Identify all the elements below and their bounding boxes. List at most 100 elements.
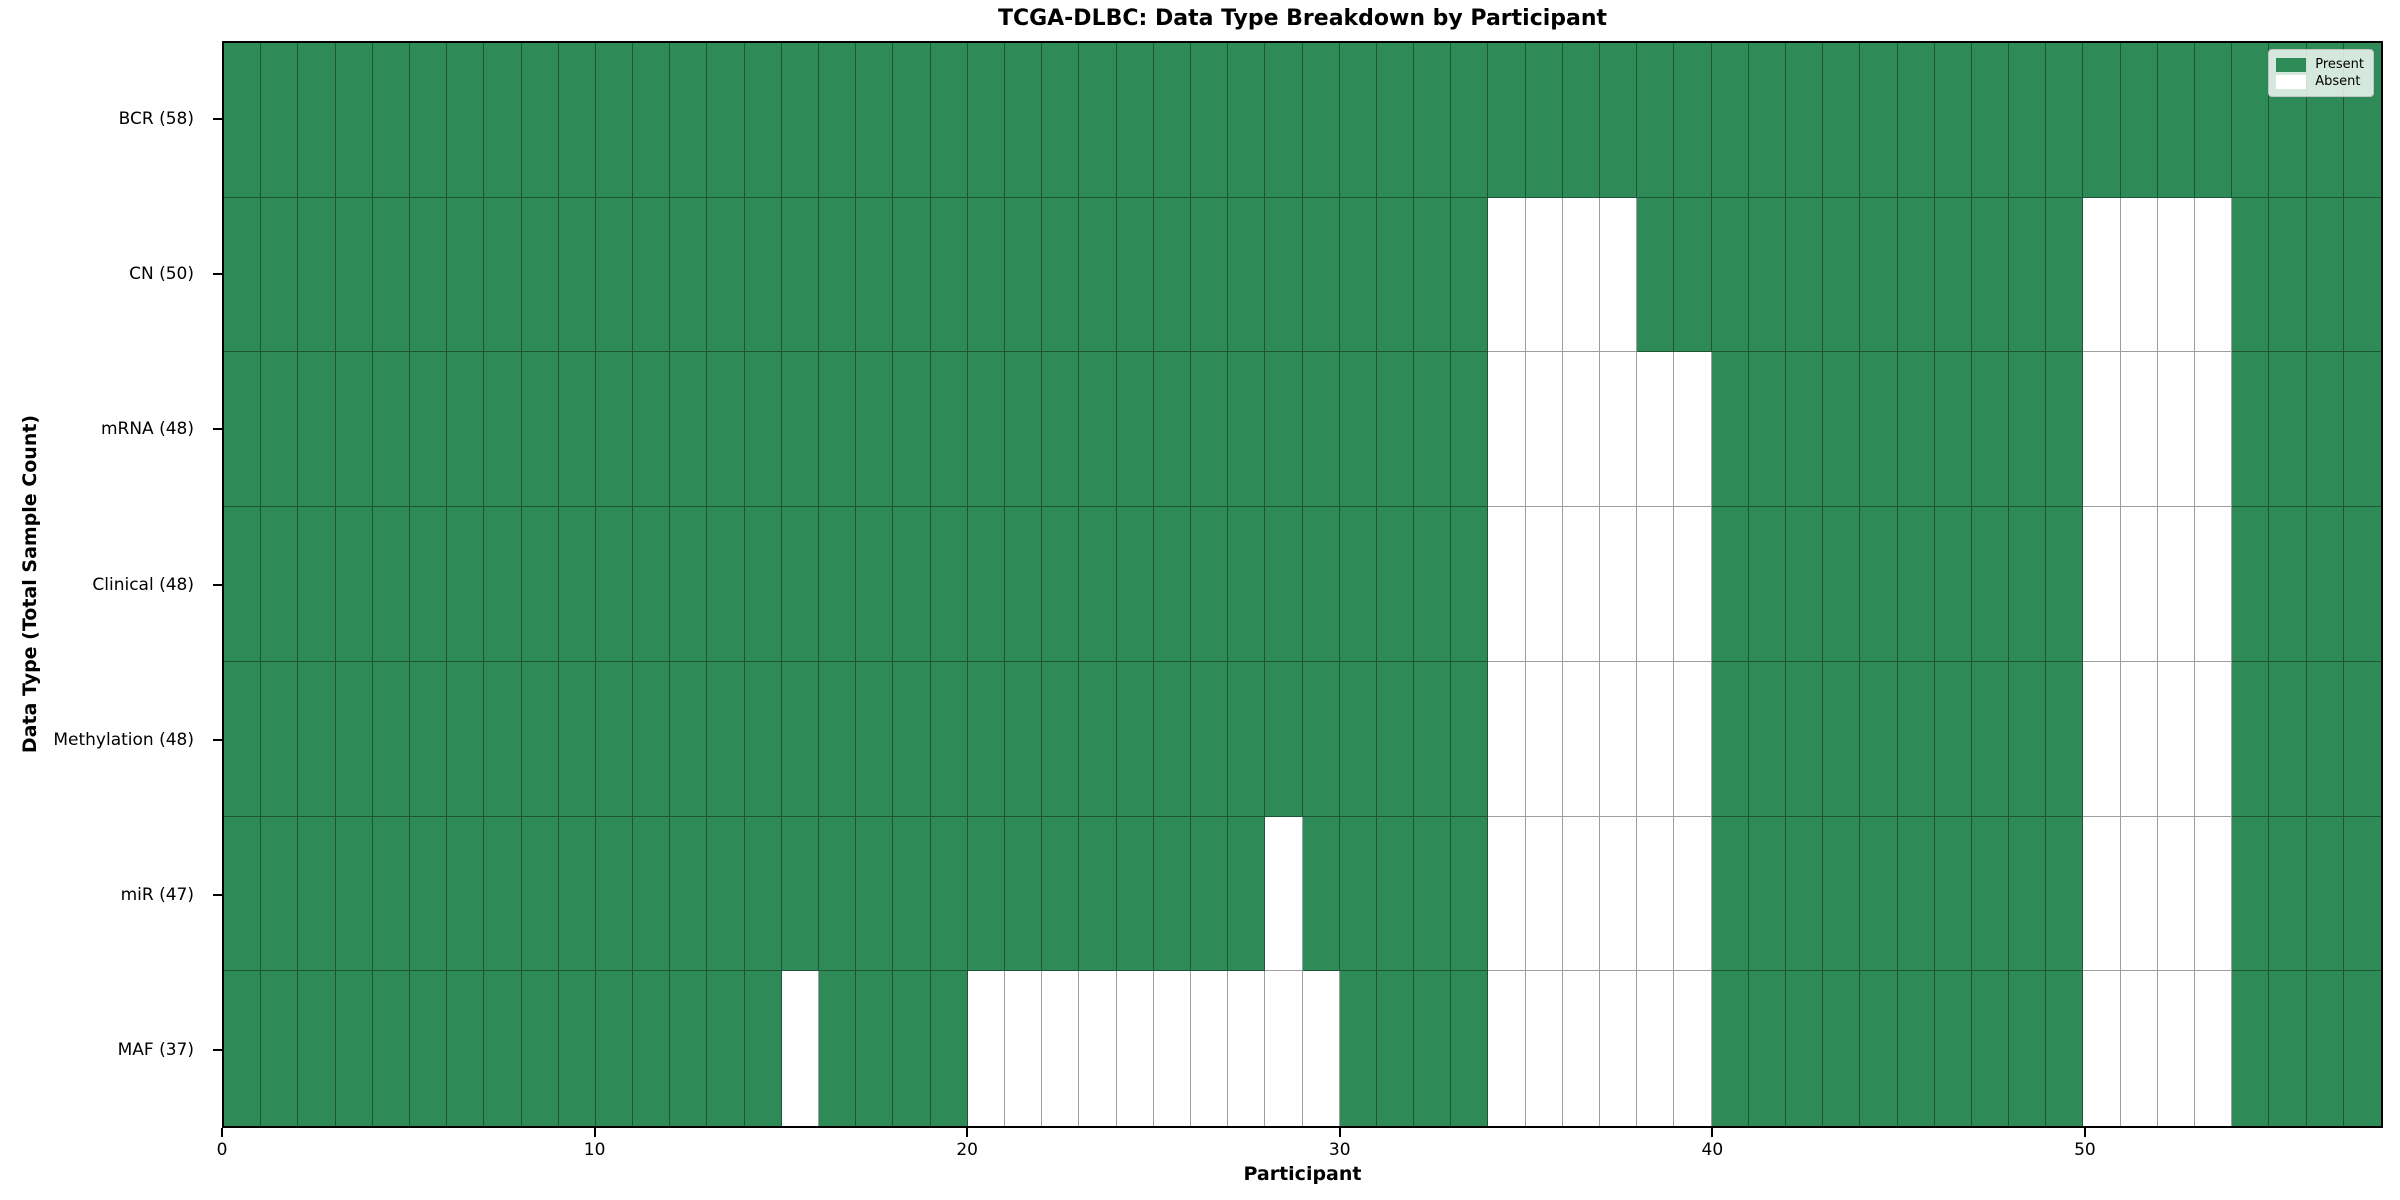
y-tick-label: miR (47) xyxy=(0,885,208,905)
heatmap-cell xyxy=(1414,816,1452,972)
heatmap-cell xyxy=(1451,43,1489,198)
heatmap-cell xyxy=(1525,352,1563,508)
heatmap-cell xyxy=(372,352,410,508)
chart-title: TCGA-DLBC: Data Type Breakdown by Partic… xyxy=(997,6,1608,31)
heatmap-cell xyxy=(298,197,336,353)
heatmap-cell xyxy=(1600,197,1638,353)
heatmap-cell xyxy=(893,816,931,972)
heatmap-cell xyxy=(1785,661,1824,817)
heatmap-cell xyxy=(1488,971,1526,1126)
heatmap-cell xyxy=(1042,352,1080,508)
heatmap-cell xyxy=(633,971,671,1126)
y-tick-label: Methylation (48) xyxy=(0,730,208,750)
y-tick-mark xyxy=(213,583,222,586)
heatmap-cell xyxy=(2083,816,2121,972)
heatmap-cell xyxy=(1785,507,1824,662)
heatmap-cell xyxy=(2009,971,2047,1126)
heatmap-cell xyxy=(1228,816,1266,972)
heatmap-cell xyxy=(1339,507,1377,662)
heatmap-cell xyxy=(1674,661,1712,817)
heatmap-cell xyxy=(967,507,1005,662)
heatmap-cell xyxy=(1265,352,1303,508)
heatmap-cell xyxy=(893,197,931,353)
heatmap-cell xyxy=(1004,352,1043,508)
heatmap-cell xyxy=(1079,816,1117,972)
heatmap-cell xyxy=(2046,507,2084,662)
heatmap-cell xyxy=(819,197,857,353)
x-tick-label: 40 xyxy=(1701,1140,1724,1160)
heatmap-cell xyxy=(261,43,299,198)
heatmap-cell xyxy=(1190,971,1229,1126)
heatmap-cell xyxy=(261,197,299,353)
heatmap-cell xyxy=(447,507,485,662)
heatmap-cell xyxy=(1525,816,1563,972)
heatmap-cell xyxy=(224,352,262,508)
heatmap-cell xyxy=(781,816,820,972)
heatmap-cell xyxy=(1153,507,1191,662)
legend-label: Absent xyxy=(2315,74,2361,89)
heatmap-cell xyxy=(633,43,671,198)
heatmap-cell xyxy=(1897,816,1935,972)
heatmap-cell xyxy=(335,43,373,198)
heatmap-cell xyxy=(521,661,559,817)
heatmap-cell xyxy=(558,661,596,817)
heatmap-cell xyxy=(967,816,1005,972)
heatmap-cell xyxy=(1785,352,1824,508)
heatmap-cell xyxy=(707,43,745,198)
heatmap-cell xyxy=(595,661,634,817)
heatmap-cell xyxy=(224,197,262,353)
heatmap-cell xyxy=(2046,43,2084,198)
heatmap-cell xyxy=(595,43,634,198)
heatmap-cell xyxy=(856,197,894,353)
y-tick-label: Clinical (48) xyxy=(0,575,208,595)
heatmap-cell xyxy=(1711,197,1749,353)
heatmap-cell xyxy=(2009,43,2047,198)
heatmap-cell xyxy=(670,507,708,662)
heatmap-cell xyxy=(1376,971,1415,1126)
y-tick-mark xyxy=(213,894,222,897)
heatmap-cell xyxy=(781,971,820,1126)
x-tick-mark xyxy=(221,1128,223,1137)
heatmap-cell xyxy=(2157,816,2196,972)
heatmap-cell xyxy=(2009,661,2047,817)
heatmap-cell xyxy=(1897,971,1935,1126)
heatmap-cell xyxy=(1562,352,1601,508)
heatmap-cell xyxy=(2009,197,2047,353)
heatmap-cell xyxy=(595,816,634,972)
heatmap-cell xyxy=(1674,507,1712,662)
heatmap-cell xyxy=(1562,661,1601,817)
heatmap-cell xyxy=(1190,816,1229,972)
heatmap-cell xyxy=(670,816,708,972)
heatmap-cell xyxy=(1302,197,1340,353)
heatmap-cell xyxy=(261,352,299,508)
heatmap-cell xyxy=(1971,661,2010,817)
heatmap-cell xyxy=(633,197,671,353)
heatmap-cell xyxy=(1079,197,1117,353)
heatmap-cell xyxy=(1897,352,1935,508)
heatmap-cell xyxy=(1302,507,1340,662)
heatmap-cell xyxy=(2046,197,2084,353)
heatmap-cell xyxy=(1934,43,1972,198)
heatmap-cell xyxy=(484,816,522,972)
heatmap-cell xyxy=(1600,43,1638,198)
heatmap-cell xyxy=(261,816,299,972)
y-tick-mark xyxy=(213,1049,222,1052)
heatmap-cell xyxy=(335,507,373,662)
heatmap-cell xyxy=(595,971,634,1126)
heatmap-cell xyxy=(1823,661,1861,817)
heatmap-cell xyxy=(1190,43,1229,198)
heatmap-cell xyxy=(1785,816,1824,972)
y-tick-label: CN (50) xyxy=(0,264,208,284)
heatmap-cell xyxy=(1116,816,1154,972)
heatmap-cell xyxy=(1004,971,1043,1126)
heatmap-cell xyxy=(1228,43,1266,198)
heatmap-cell xyxy=(1637,352,1675,508)
heatmap-cell xyxy=(484,352,522,508)
heatmap-cell xyxy=(558,43,596,198)
heatmap-cell xyxy=(224,816,262,972)
heatmap-cell xyxy=(2083,507,2121,662)
heatmap-cell xyxy=(670,197,708,353)
heatmap-cell xyxy=(1823,43,1861,198)
heatmap-cell xyxy=(1637,43,1675,198)
heatmap-cell xyxy=(1339,197,1377,353)
